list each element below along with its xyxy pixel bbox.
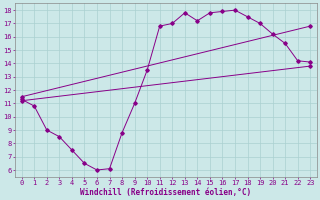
X-axis label: Windchill (Refroidissement éolien,°C): Windchill (Refroidissement éolien,°C) <box>80 188 252 197</box>
